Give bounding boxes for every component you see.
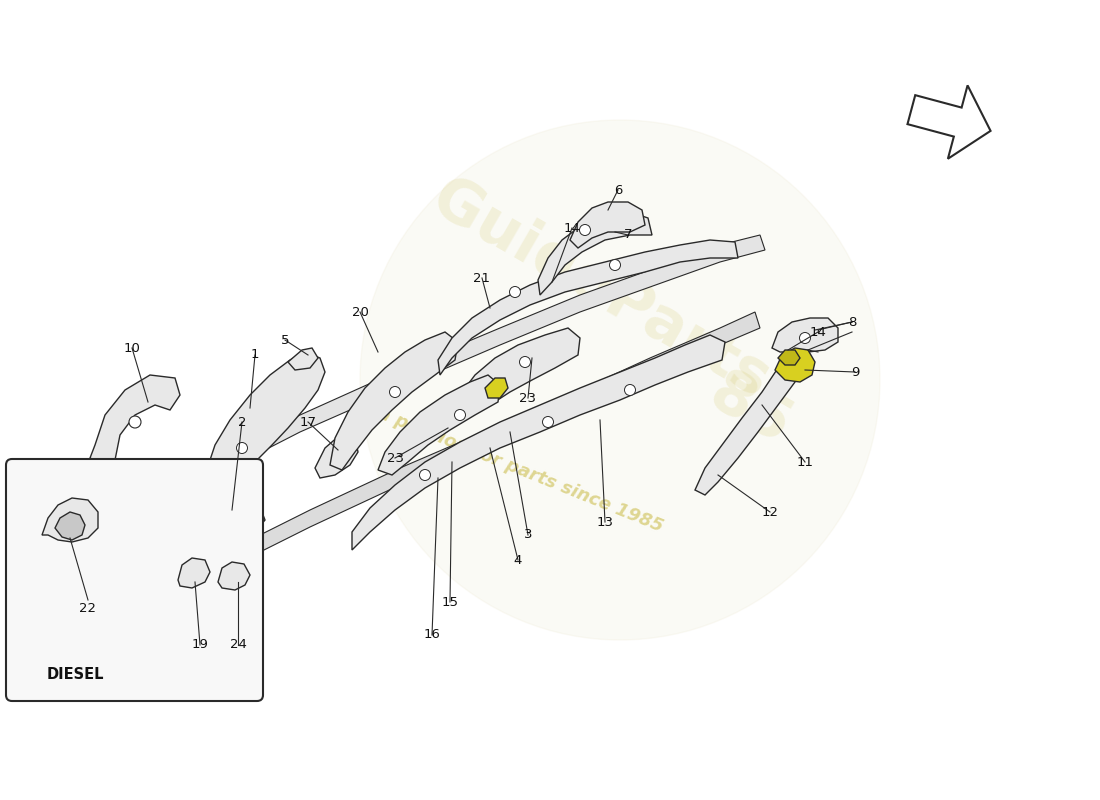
Circle shape [389,386,400,398]
Polygon shape [485,378,508,398]
Text: 3: 3 [524,529,532,542]
Polygon shape [776,348,815,382]
Polygon shape [230,312,760,567]
Polygon shape [170,235,764,502]
Polygon shape [352,335,725,550]
Text: DIESEL: DIESEL [46,667,103,682]
Text: 24: 24 [230,638,246,651]
Text: 17: 17 [299,415,317,429]
Polygon shape [90,375,180,465]
Polygon shape [570,202,645,248]
Text: 16: 16 [424,629,440,642]
Polygon shape [438,240,738,375]
Text: 85: 85 [698,363,802,457]
Circle shape [580,225,591,235]
Text: 8: 8 [848,315,856,329]
Text: 22: 22 [79,602,97,614]
Text: 14: 14 [563,222,581,234]
FancyBboxPatch shape [6,459,263,701]
Text: 21: 21 [473,271,491,285]
Circle shape [542,417,553,427]
Text: 4: 4 [514,554,522,566]
Text: 9: 9 [850,366,859,378]
Polygon shape [330,332,458,470]
Circle shape [800,333,811,343]
Text: 14: 14 [810,326,826,338]
Text: 23: 23 [386,451,404,465]
Polygon shape [455,328,580,410]
Circle shape [454,410,465,421]
Text: 23: 23 [519,391,537,405]
Circle shape [609,259,620,270]
Polygon shape [378,375,500,475]
Polygon shape [55,512,85,540]
Polygon shape [695,342,810,495]
Circle shape [509,286,520,298]
Text: 10: 10 [123,342,141,354]
Text: 15: 15 [441,595,459,609]
Polygon shape [42,498,98,542]
Circle shape [625,385,636,395]
Polygon shape [538,212,652,295]
Text: 13: 13 [596,515,614,529]
Polygon shape [288,348,318,370]
Text: a passion for parts since 1985: a passion for parts since 1985 [375,404,666,536]
Text: 11: 11 [796,455,814,469]
Polygon shape [218,562,250,590]
Text: 2: 2 [238,415,246,429]
Circle shape [360,120,880,640]
Text: 20: 20 [352,306,368,318]
Circle shape [419,470,430,481]
Text: 1: 1 [251,349,260,362]
Circle shape [519,357,530,367]
Circle shape [129,416,141,428]
Polygon shape [778,350,800,365]
Circle shape [236,442,248,454]
Polygon shape [315,435,358,478]
Text: 7: 7 [624,229,632,242]
Polygon shape [772,318,838,352]
Polygon shape [208,482,265,532]
Text: GuidoParts: GuidoParts [420,170,780,410]
Polygon shape [178,558,210,588]
Polygon shape [908,86,991,158]
Text: 12: 12 [761,506,779,518]
Polygon shape [205,352,324,495]
Text: 5: 5 [280,334,289,346]
Text: 19: 19 [191,638,208,651]
Text: 6: 6 [614,183,623,197]
